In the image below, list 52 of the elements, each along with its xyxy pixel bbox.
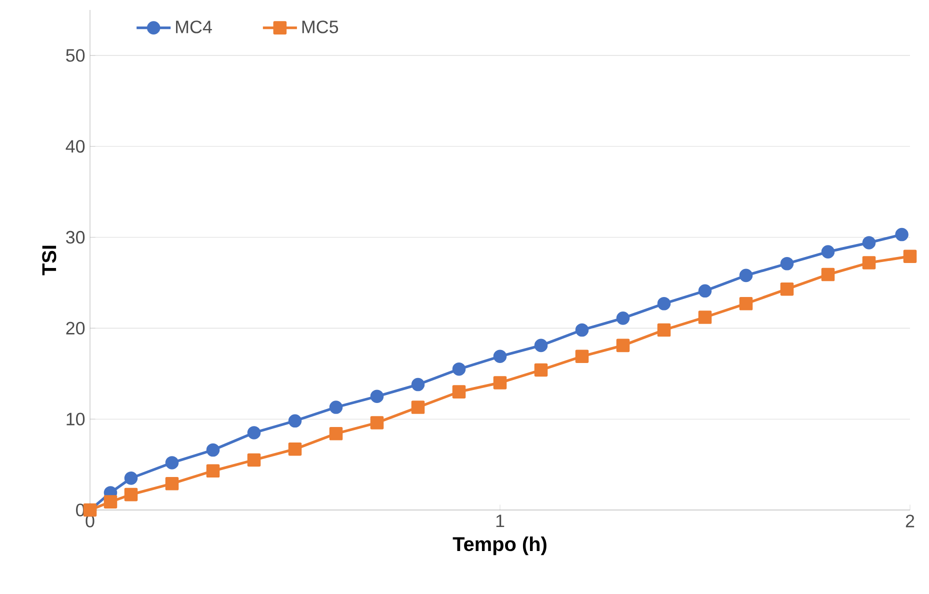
point	[821, 268, 835, 282]
point	[780, 282, 794, 296]
point	[739, 268, 753, 282]
point	[616, 312, 630, 325]
point	[895, 228, 908, 242]
point	[575, 350, 589, 364]
point	[698, 310, 712, 324]
point	[452, 385, 466, 398]
x-tick-label: 2	[906, 514, 914, 528]
point	[165, 476, 179, 490]
point	[329, 426, 343, 440]
point	[370, 390, 384, 404]
y-axis-title: TSI	[42, 246, 56, 276]
point	[165, 456, 179, 470]
point	[698, 284, 712, 298]
point	[452, 362, 466, 376]
point	[104, 495, 118, 508]
point	[862, 256, 876, 270]
point	[411, 400, 425, 414]
point	[575, 323, 589, 337]
point	[124, 472, 138, 485]
y-tick-label: 20	[66, 322, 85, 335]
legend-label: MC5	[302, 20, 338, 34]
point	[821, 245, 835, 258]
point	[206, 464, 220, 478]
point	[739, 296, 753, 310]
point	[493, 350, 507, 364]
point	[657, 323, 671, 337]
point	[288, 442, 302, 456]
y-tick-label: 10	[66, 412, 85, 426]
point	[288, 414, 302, 428]
y-tick-label: 30	[66, 230, 85, 244]
point	[124, 488, 138, 502]
point	[534, 338, 548, 352]
point	[247, 426, 261, 440]
point	[657, 296, 671, 310]
point	[206, 443, 220, 457]
x-axis-title: Tempo (h)	[452, 536, 546, 556]
point	[903, 250, 917, 263]
y-tick-label: 50	[66, 49, 85, 62]
point	[370, 416, 384, 430]
point	[616, 338, 630, 352]
point	[329, 400, 343, 414]
point	[247, 453, 261, 467]
point	[862, 236, 876, 250]
point	[411, 378, 425, 392]
point	[534, 363, 548, 377]
legend-label: MC4	[176, 20, 212, 34]
point	[493, 376, 507, 390]
y-tick-label: 40	[66, 140, 85, 153]
point	[780, 256, 794, 270]
x-tick-label: 1	[496, 514, 504, 528]
